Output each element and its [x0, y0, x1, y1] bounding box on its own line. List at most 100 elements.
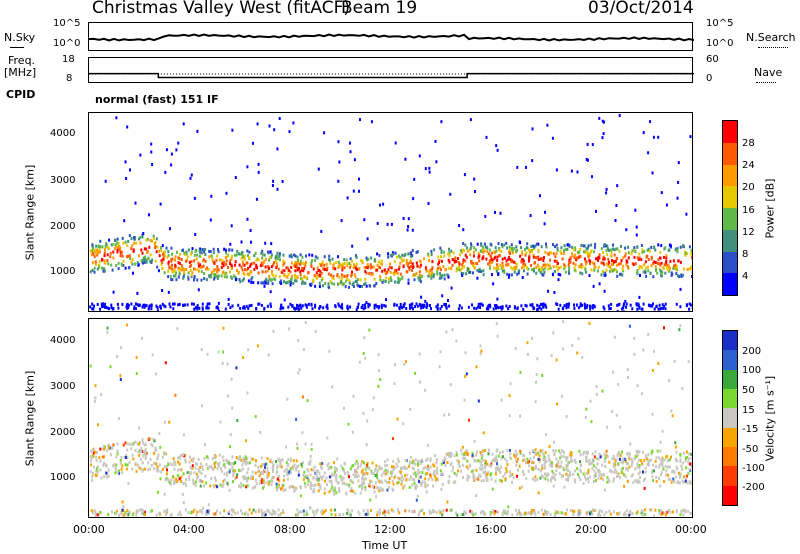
velocity-cell [604, 464, 607, 468]
velocity-cell [445, 452, 448, 456]
velocity-cell [267, 482, 270, 486]
velocity-cell [515, 453, 517, 457]
velocity-cell [361, 460, 364, 464]
power-cell [167, 290, 170, 294]
power-cell [440, 304, 443, 308]
power-cell [419, 263, 422, 267]
velocity-cell [134, 449, 137, 452]
velocity-cell [158, 432, 161, 435]
power-cell [339, 262, 341, 266]
power-cell [635, 302, 638, 306]
power-cell [521, 252, 524, 256]
power-cell [143, 303, 146, 307]
power-cell [104, 244, 107, 248]
power-cell [260, 281, 263, 285]
velocity-cell [230, 377, 233, 381]
velocity-cell [277, 458, 280, 462]
power-cell [110, 243, 113, 247]
velocity-cell [106, 475, 108, 479]
power-cell [488, 259, 491, 263]
velocity-cell [159, 445, 162, 449]
power-cell [469, 118, 472, 122]
velocity-cell [642, 470, 644, 474]
power-cell [611, 263, 614, 266]
power-cell [665, 256, 668, 260]
velocity-cell [256, 344, 259, 348]
velocity-cell [92, 453, 95, 457]
power-cell [579, 271, 582, 275]
velocity-cell [201, 467, 204, 471]
power-cell [508, 255, 511, 259]
power-cell [405, 262, 408, 265]
power-cell [283, 298, 286, 302]
power-cell [554, 255, 557, 259]
velocity-cell [363, 336, 366, 340]
power-cell [227, 266, 229, 269]
power-cell [238, 278, 241, 282]
velocity-cell [106, 326, 109, 330]
velocity-cell [132, 457, 135, 461]
power-cell [425, 302, 428, 306]
power-cell [419, 274, 422, 277]
power-cell [328, 258, 331, 262]
power-cell [270, 255, 273, 259]
power-cell [193, 275, 196, 278]
power-cell [540, 245, 543, 249]
velocity-cell [94, 473, 97, 477]
velocity-cell [368, 467, 371, 471]
velocity-cell [144, 454, 147, 458]
power-cell [178, 272, 181, 276]
power-cell [394, 271, 397, 275]
velocity-cell [621, 450, 623, 454]
velocity-cell [96, 451, 98, 454]
velocity-cell [141, 461, 144, 465]
power-cell [679, 287, 682, 291]
velocity-cell [440, 487, 443, 491]
power-cell [389, 262, 392, 266]
power-cell [170, 163, 173, 167]
velocity-cell [622, 513, 625, 517]
power-cell [163, 271, 166, 275]
power-cell [292, 121, 295, 125]
power-cell [483, 242, 486, 246]
power-cell [271, 282, 274, 286]
velocity-cell [217, 350, 220, 354]
power-cell [500, 243, 503, 247]
velocity-cell [448, 454, 451, 458]
velocity-cell [232, 472, 235, 475]
velocity-cell [525, 477, 528, 481]
power-cell [349, 263, 352, 267]
power-cell [398, 265, 401, 269]
power-cell [655, 268, 657, 272]
velocity-cell [355, 475, 358, 478]
power-cell [279, 279, 282, 283]
power-cell [571, 252, 574, 256]
velocity-cell [593, 475, 596, 479]
power-cell [167, 254, 170, 257]
velocity-cell [645, 454, 648, 458]
power-cell [584, 270, 587, 274]
power-cell [531, 303, 534, 307]
power-cell [387, 280, 390, 284]
velocity-cell [497, 454, 500, 458]
velocity-cell [464, 351, 467, 355]
velocity-cell [393, 466, 396, 470]
velocity-cell [348, 483, 351, 487]
velocity-cell [663, 326, 665, 330]
power-cell [584, 268, 587, 271]
velocity-cell [361, 482, 363, 486]
velocity-cell [116, 354, 119, 358]
power-cell [591, 143, 594, 147]
power-cell [408, 303, 411, 307]
power-cell [677, 274, 679, 278]
power-cell [116, 302, 119, 306]
power-cell [634, 250, 637, 253]
power-cell [641, 250, 644, 254]
velocity-cell [519, 449, 522, 453]
velocity-cell [120, 467, 123, 471]
velocity-cell [100, 393, 103, 397]
power-cell [401, 276, 404, 280]
power-cell [280, 282, 283, 285]
velocity-cell [569, 459, 572, 463]
power-cell [473, 177, 476, 181]
